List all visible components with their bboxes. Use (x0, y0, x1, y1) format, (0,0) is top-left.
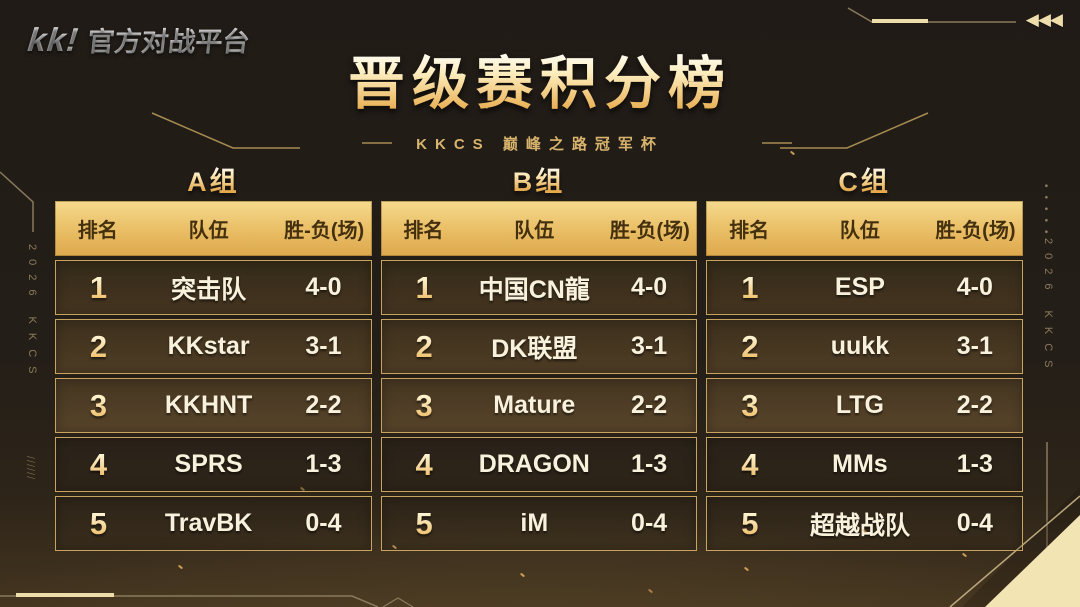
team-cell: DRAGON (478, 450, 590, 478)
team-cell: 超越战队 (809, 511, 910, 540)
team-cell: uukk (830, 332, 890, 360)
corner-triangle-decor (985, 515, 1080, 607)
group-c-header-row: 排名 队伍 胜-负(场) (706, 201, 1024, 256)
col-header-team: 队伍 (514, 220, 555, 242)
table-row: 4 MMs 1-3 (706, 437, 1024, 492)
record-cell: 2-2 (956, 391, 993, 419)
table-row: 5 超越战队 0-4 (706, 496, 1024, 551)
col-header-rank: 排名 (729, 220, 770, 242)
rank-cell: 2 (707, 329, 792, 365)
side-label-right: 2026 KKCS (1042, 238, 1054, 377)
rank-cell: 2 (56, 329, 141, 365)
record-cell: 4-0 (631, 273, 668, 301)
team-cell: DK联盟 (491, 334, 578, 363)
rank-cell: 3 (56, 388, 141, 424)
rank-cell: 4 (382, 447, 467, 483)
page-subtitle: KKCS 巅峰之路冠军杯 (416, 136, 664, 153)
team-cell: LTG (835, 391, 885, 419)
group-a-title: A组 (55, 160, 372, 197)
col-header-record: 胜-负(场) (609, 220, 690, 242)
table-row: 2 DK联盟 3-1 (380, 319, 698, 374)
spark-decor (177, 564, 184, 570)
rank-cell: 3 (707, 388, 792, 424)
col-header-record: 胜-负(场) (284, 220, 365, 242)
team-cell: MMs (832, 450, 888, 478)
table-row: 3 Mature 2-2 (380, 378, 698, 433)
triple-arrow-icon: ◀◀◀ (1025, 10, 1063, 29)
team-cell: KKHNT (164, 391, 253, 419)
record-cell: 3-1 (305, 332, 342, 360)
table-row: 1 中国CN龍 4-0 (380, 260, 698, 315)
spark-decor (743, 566, 750, 572)
table-row: 1 ESP 4-0 (706, 260, 1024, 315)
table-row: 1 突击队 4-0 (55, 260, 372, 315)
standings-groups: A组 排名 队伍 胜-负(场) 1 突击队 4-0 2 KKstar 3-1 3… (55, 160, 1024, 551)
team-cell: KKstar (167, 332, 250, 360)
group-b-title: B组 (381, 160, 698, 197)
spark-decor (961, 552, 968, 558)
col-header-record: 胜-负(场) (935, 220, 1016, 242)
record-cell: 1-3 (956, 450, 993, 478)
col-header-rank: 排名 (403, 220, 444, 242)
table-row: 5 iM 0-4 (380, 496, 698, 551)
rank-cell: 5 (707, 506, 792, 542)
team-cell: 中国CN龍 (478, 275, 590, 304)
table-row: 3 KKHNT 2-2 (55, 378, 372, 433)
rank-cell: 1 (56, 270, 141, 306)
group-a-header-row: 排名 队伍 胜-负(场) (55, 201, 372, 256)
table-row: 2 KKstar 3-1 (55, 319, 372, 374)
table-row: 5 TravBK 0-4 (55, 496, 372, 551)
rank-cell: 5 (382, 506, 467, 542)
team-cell: ESP (834, 273, 885, 301)
spark-decor (647, 588, 654, 594)
side-label-left: 2026 KKCS (26, 244, 38, 383)
team-cell: Mature (493, 391, 576, 419)
group-a: A组 排名 队伍 胜-负(场) 1 突击队 4-0 2 KKstar 3-1 3… (55, 160, 372, 551)
team-cell: 突击队 (171, 275, 247, 304)
group-b-header-row: 排名 队伍 胜-负(场) (380, 201, 698, 256)
record-cell: 2-2 (305, 391, 342, 419)
group-c-title: C组 (706, 160, 1023, 197)
team-cell: iM (520, 509, 549, 537)
team-cell: TravBK (164, 509, 253, 537)
spark-decor (519, 572, 526, 578)
record-cell: 2-2 (631, 391, 668, 419)
record-cell: 4-0 (956, 273, 993, 301)
col-header-team: 队伍 (839, 220, 880, 242)
record-cell: 3-1 (956, 332, 993, 360)
table-row: 4 DRAGON 1-3 (380, 437, 698, 492)
record-cell: 3-1 (631, 332, 668, 360)
group-b: B组 排名 队伍 胜-负(场) 1 中国CN龍 4-0 2 DK联盟 3-1 3… (380, 160, 698, 551)
record-cell: 0-4 (305, 509, 342, 537)
record-cell: 4-0 (305, 273, 342, 301)
col-header-rank: 排名 (77, 220, 118, 242)
dot-column-decor: ••••• (1040, 184, 1051, 242)
page-title: 晋级赛积分榜 (0, 38, 1080, 120)
rank-cell: 2 (382, 329, 467, 365)
table-row: 3 LTG 2-2 (706, 378, 1024, 433)
group-c: C组 排名 队伍 胜-负(场) 1 ESP 4-0 2 uukk 3-1 3 L… (706, 160, 1024, 551)
rank-cell: 1 (707, 270, 792, 306)
record-cell: 1-3 (631, 450, 668, 478)
rank-cell: 3 (382, 388, 467, 424)
team-cell: SPRS (174, 450, 243, 478)
rank-cell: 5 (56, 506, 141, 542)
col-header-team: 队伍 (188, 220, 229, 242)
slash-hatch-decor: ////// (24, 455, 37, 481)
record-cell: 1-3 (305, 450, 342, 478)
table-row: 2 uukk 3-1 (706, 319, 1024, 374)
record-cell: 0-4 (631, 509, 668, 537)
rank-cell: 4 (707, 447, 792, 483)
rank-cell: 1 (382, 270, 467, 306)
rank-cell: 4 (56, 447, 141, 483)
table-row: 4 SPRS 1-3 (55, 437, 372, 492)
